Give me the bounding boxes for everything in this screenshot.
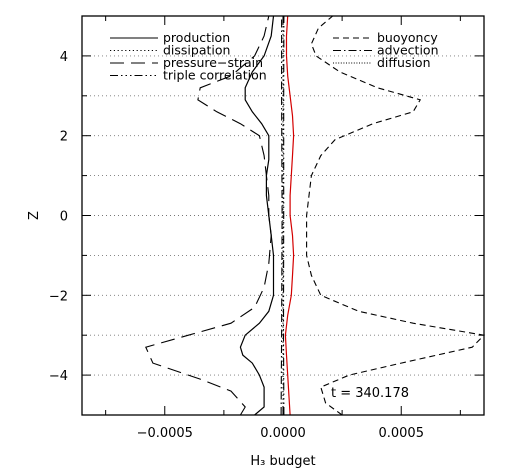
y-tick-label: −4 [49, 369, 68, 384]
legend-label: pressure−strain [163, 55, 263, 70]
series-buoyoncy-line [306, 15, 486, 416]
x-axis-title: H₃ budget [250, 454, 315, 469]
legend-label: triple correlation [163, 68, 267, 83]
legend-label: diffusion [377, 55, 431, 70]
x-tick-label: 0.0000 [260, 426, 306, 441]
x-tick-label: 0.0005 [378, 426, 424, 441]
y-tick-label: 4 [60, 50, 68, 65]
y-tick-label: 0 [60, 210, 68, 225]
time-annotation: t = 340.178 [331, 386, 409, 401]
y-tick-label: −2 [49, 289, 68, 304]
legend-label: production [163, 30, 230, 45]
series-pressure-strain-line [145, 15, 272, 416]
legend-label: advection [377, 43, 439, 58]
y-tick-label: 2 [60, 130, 68, 145]
data-series [145, 15, 486, 416]
series-advection-line [280, 16, 283, 416]
series-diffusion-line [284, 15, 295, 416]
legend-label: dissipation [163, 43, 230, 58]
axis-ticks: −0.0005 0.0000 0.0005 −4 −2 0 2 4 [49, 15, 484, 441]
legend: productiondissipationpressure−straintrip… [110, 30, 439, 83]
x-tick-label: −0.0005 [137, 426, 193, 441]
y-axis-title: Z [27, 211, 42, 220]
legend-label: buoyoncy [377, 30, 438, 45]
